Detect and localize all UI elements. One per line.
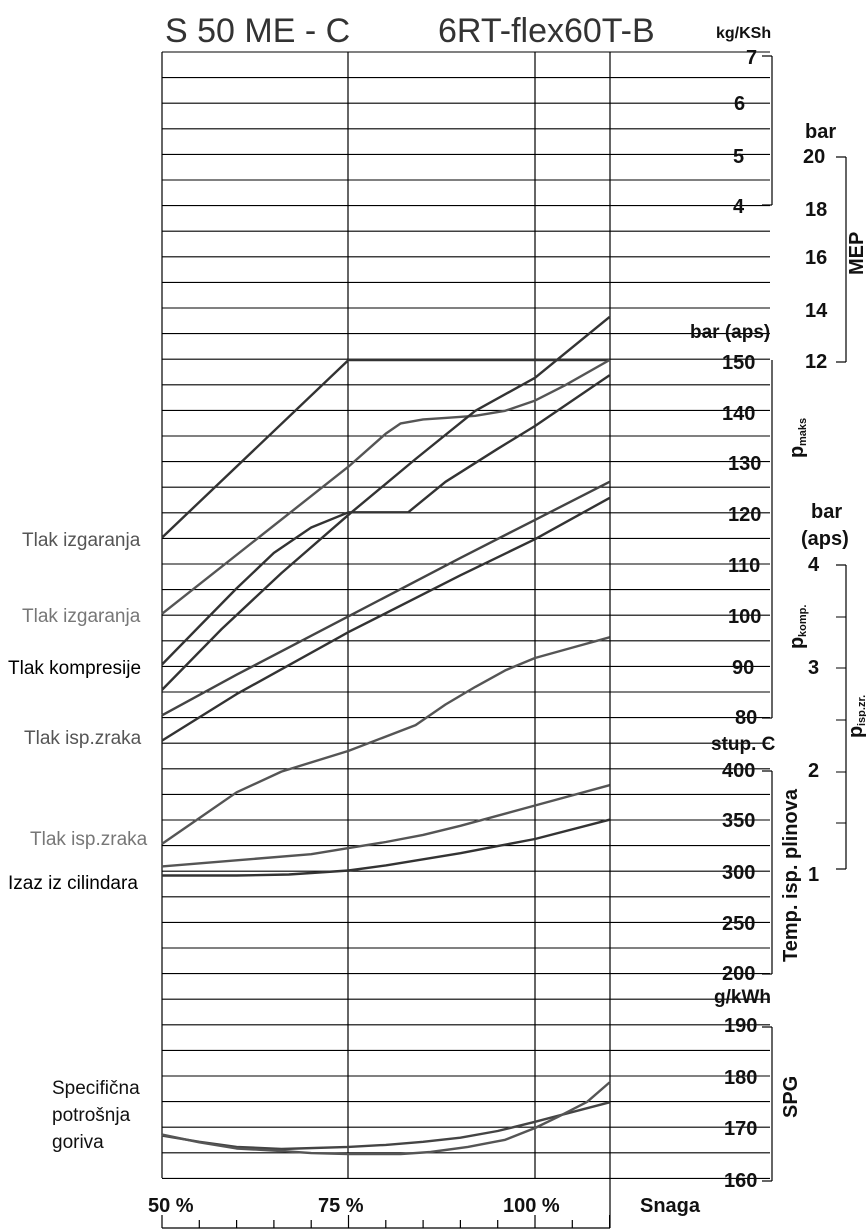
svg-text:isp.zr.: isp.zr. <box>856 695 866 726</box>
pisp-unit-line2: (aps) <box>801 528 849 550</box>
pmax-tick-150: 150 <box>722 352 755 374</box>
label-spec-line1: Specifična <box>52 1078 140 1099</box>
pisp-tick-2: 2 <box>808 760 819 782</box>
spg-tick-190: 190 <box>724 1015 757 1037</box>
pmax-tick-120: 120 <box>728 504 761 526</box>
series-line-pkomp_a <box>161 480 611 717</box>
temp-tick-300: 300 <box>722 862 755 884</box>
pisp-unit-line1: bar <box>811 501 842 523</box>
series-line-pisp_a <box>161 496 611 742</box>
pkomp-title: p komp. <box>786 605 809 649</box>
series-line-temp_b <box>162 818 610 877</box>
pmax-tick-80: 80 <box>735 707 757 729</box>
pmax-tick-140: 140 <box>722 403 755 425</box>
svg-text:maks: maks <box>797 418 809 446</box>
spg-tick-180: 180 <box>724 1067 757 1089</box>
series-line-pisp_b <box>161 636 610 845</box>
series-line-pmax_a <box>161 358 610 539</box>
temp-tick-250: 250 <box>722 913 755 935</box>
pmax-tick-110: 110 <box>728 555 760 577</box>
spg-tick-160: 160 <box>724 1170 757 1192</box>
label-tlak-isp-zraka-1: Tlak isp.zraka <box>24 728 142 749</box>
spg-title: SPG <box>780 1076 802 1118</box>
chart-title-right: 6RT-flex60T-B <box>438 12 655 50</box>
pisp-tick-4: 4 <box>808 554 820 576</box>
series-line-pmax_b <box>161 358 611 615</box>
mep-kgksh-unit: kg/KSh <box>716 25 771 42</box>
mep-bar-tick-16: 16 <box>805 247 827 269</box>
label-tlak-izgaranja-2: Tlak izgaranja <box>22 606 141 627</box>
pisp-tick-1: 1 <box>808 864 819 886</box>
svg-text:p: p <box>786 446 808 458</box>
pmax-unit: bar (aps) <box>690 322 770 343</box>
x-tick-50: 50 % <box>148 1195 194 1217</box>
pmax-tick-100: 100 <box>728 606 761 628</box>
series-line-pmax_pkomp_a <box>161 374 611 666</box>
mep-tick-4: 4 <box>733 196 745 218</box>
svg-text:p: p <box>786 637 808 649</box>
mep-title: MEP <box>846 232 866 275</box>
label-tlak-izgaranja-1: Tlak izgaranja <box>22 530 141 551</box>
mep-bar-tick-18: 18 <box>805 199 827 221</box>
chart-title-left: S 50 ME - C <box>165 12 350 50</box>
label-tlak-kompresije: Tlak kompresije <box>8 658 141 679</box>
temp-unit: stup. C <box>711 734 776 755</box>
pmax-tick-130: 130 <box>728 453 761 475</box>
series-line-spg_a <box>161 1101 610 1151</box>
series-line-pmax_pkomp_b <box>161 315 611 691</box>
pmax-tick-90: 90 <box>732 657 754 679</box>
mep-bar-tick-12: 12 <box>805 351 827 373</box>
series-lines <box>161 315 611 1156</box>
spg-tick-170: 170 <box>724 1118 757 1140</box>
x-axis-label: Snaga <box>640 1195 701 1217</box>
mep-tick-7: 7 <box>746 47 757 69</box>
temp-title: Temp. isp. plinova <box>780 788 802 962</box>
label-tlak-isp-zraka-2: Tlak isp.zraka <box>30 829 148 850</box>
mep-tick-6: 6 <box>734 93 745 115</box>
mep-tick-5: 5 <box>733 146 744 168</box>
temp-tick-200: 200 <box>722 963 755 985</box>
label-spec-line2: potrošnja <box>52 1105 131 1126</box>
series-line-temp_a <box>161 784 610 868</box>
mep-bar-tick-20: 20 <box>803 146 825 168</box>
x-tick-100: 100 % <box>503 1195 560 1217</box>
label-izaz-iz-cilindara: Izaz iz cilindara <box>8 873 138 894</box>
spg-unit: g/kWh <box>714 987 771 1008</box>
pmax-title: p maks <box>786 418 809 458</box>
pisp-title: p isp.zr. <box>845 695 866 738</box>
label-spec-line3: goriva <box>52 1132 104 1153</box>
mep-bar-tick-14: 14 <box>805 300 828 322</box>
x-tick-75: 75 % <box>318 1195 364 1217</box>
svg-text:p: p <box>845 726 866 738</box>
series-line-spg_b <box>161 1081 611 1156</box>
mep-bar-unit: bar <box>805 121 836 143</box>
grid <box>161 51 770 1228</box>
temp-tick-350: 350 <box>722 810 755 832</box>
svg-text:komp.: komp. <box>797 605 809 637</box>
pisp-tick-3: 3 <box>808 657 819 679</box>
axes <box>161 55 847 1229</box>
temp-tick-400: 400 <box>722 760 755 782</box>
